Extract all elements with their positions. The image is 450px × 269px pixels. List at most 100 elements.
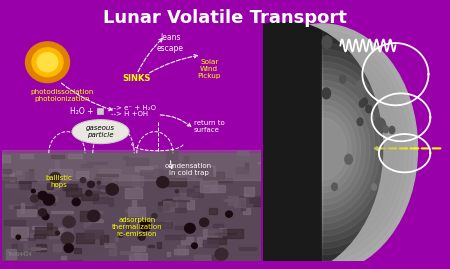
Circle shape: [26, 42, 70, 83]
Circle shape: [97, 181, 100, 184]
Bar: [203, 172, 224, 180]
Bar: [201, 188, 209, 197]
Bar: [158, 198, 164, 199]
Bar: [68, 170, 76, 178]
Bar: [81, 194, 98, 200]
Circle shape: [372, 184, 376, 190]
Circle shape: [118, 233, 123, 238]
Bar: [24, 178, 32, 180]
Bar: [11, 197, 18, 199]
Bar: [63, 229, 67, 238]
Bar: [76, 233, 94, 243]
Text: Solar
Wind
Pickup: Solar Wind Pickup: [198, 59, 221, 79]
Bar: [243, 208, 250, 214]
Bar: [87, 226, 107, 231]
Bar: [97, 179, 111, 187]
Circle shape: [31, 195, 38, 202]
Circle shape: [32, 189, 35, 193]
Text: --> H +OH: --> H +OH: [111, 111, 148, 117]
Bar: [126, 158, 148, 165]
Bar: [63, 184, 77, 190]
Bar: [123, 156, 128, 159]
Bar: [184, 156, 188, 167]
Bar: [205, 196, 212, 200]
Circle shape: [140, 221, 151, 231]
Text: condensation
in cold trap: condensation in cold trap: [165, 164, 212, 176]
Circle shape: [383, 126, 388, 133]
Bar: [25, 172, 33, 179]
Bar: [31, 247, 40, 250]
Bar: [154, 222, 172, 228]
Circle shape: [55, 231, 59, 235]
Circle shape: [39, 209, 46, 216]
Circle shape: [37, 53, 58, 72]
Bar: [38, 244, 45, 246]
Bar: [51, 155, 64, 158]
Bar: [179, 197, 182, 200]
Bar: [78, 171, 87, 174]
Bar: [105, 244, 113, 247]
Bar: [81, 164, 92, 167]
Bar: [132, 176, 143, 186]
Circle shape: [106, 184, 118, 195]
Bar: [149, 224, 165, 227]
Bar: [166, 221, 170, 228]
Bar: [225, 199, 232, 201]
Bar: [10, 173, 14, 180]
Bar: [16, 171, 21, 174]
Bar: [27, 237, 35, 240]
Bar: [101, 189, 112, 190]
Bar: [225, 220, 242, 228]
Bar: [226, 178, 232, 182]
Circle shape: [366, 105, 371, 113]
Bar: [30, 233, 43, 237]
Bar: [36, 227, 57, 235]
Bar: [115, 236, 118, 241]
Bar: [167, 252, 170, 256]
Bar: [51, 211, 73, 214]
Circle shape: [226, 211, 232, 217]
Bar: [47, 183, 54, 189]
Bar: [109, 198, 113, 206]
Text: ballistic
hops: ballistic hops: [46, 175, 72, 188]
Bar: [76, 171, 88, 178]
Bar: [175, 208, 186, 212]
Bar: [88, 191, 110, 193]
Bar: [202, 185, 225, 192]
Bar: [21, 203, 23, 213]
Circle shape: [50, 172, 61, 183]
Bar: [19, 180, 36, 183]
Bar: [208, 228, 226, 235]
Bar: [67, 152, 86, 163]
Bar: [137, 226, 148, 236]
Bar: [0, 155, 10, 162]
Bar: [197, 238, 206, 246]
Bar: [10, 227, 28, 238]
Bar: [42, 196, 57, 201]
Bar: [47, 223, 52, 229]
Bar: [173, 197, 191, 199]
Bar: [181, 236, 193, 245]
Bar: [246, 204, 252, 207]
Bar: [202, 243, 216, 245]
Bar: [93, 197, 108, 203]
Circle shape: [200, 218, 209, 226]
Bar: [194, 220, 201, 231]
Bar: [87, 162, 107, 164]
Bar: [53, 228, 63, 235]
Bar: [34, 234, 45, 238]
Bar: [135, 166, 152, 171]
Bar: [2, 153, 261, 261]
Bar: [72, 195, 78, 197]
Bar: [130, 246, 145, 251]
Bar: [237, 151, 248, 159]
Bar: [24, 243, 27, 251]
Circle shape: [157, 176, 169, 188]
Bar: [233, 156, 250, 161]
Bar: [238, 247, 256, 250]
Bar: [241, 198, 264, 206]
Circle shape: [374, 118, 386, 133]
Bar: [153, 165, 157, 175]
Bar: [236, 167, 248, 173]
Circle shape: [86, 190, 92, 196]
